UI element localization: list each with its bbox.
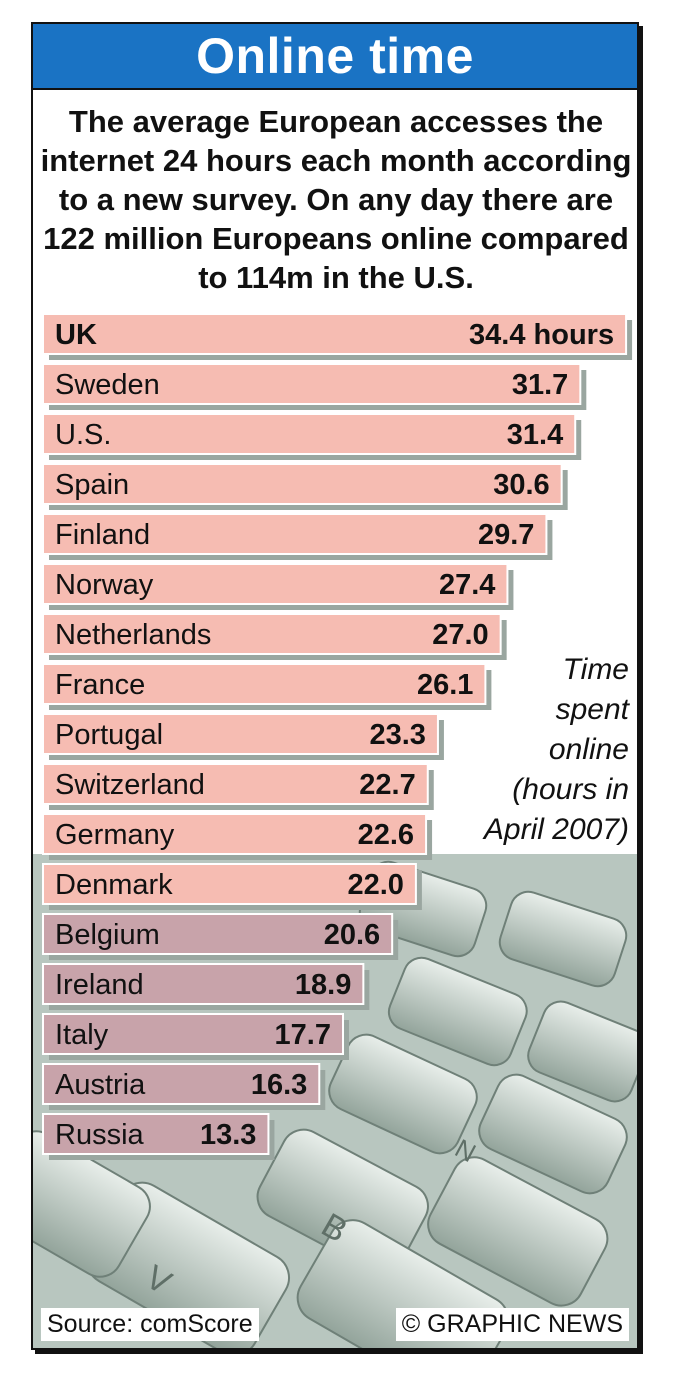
bar — [42, 663, 487, 705]
bar — [42, 313, 628, 355]
bar — [42, 563, 509, 605]
bar-label: Sweden — [55, 369, 160, 401]
bar-chart: UK 34.4 hours Sweden 31.7 U.S. 31.4 Spain 30.6 F… — [42, 313, 633, 1160]
bar-label: Finland — [55, 519, 150, 551]
bar-label: U.S. — [55, 419, 111, 451]
bar-value-label: 23.3 — [369, 719, 425, 751]
bar-label: France — [55, 669, 145, 701]
bar-label: Russia — [55, 1119, 145, 1151]
source-credit: Source: comScore — [41, 1308, 259, 1341]
bar-value-label: 13.3 — [200, 1119, 256, 1151]
bar-value-label: 31.7 — [512, 369, 568, 401]
chart-subtitle-line: spent — [555, 693, 629, 726]
bar-value-label: 18.9 — [295, 969, 351, 1001]
bar-value-label: 22.6 — [358, 819, 414, 851]
bar-value-label: 29.7 — [478, 519, 534, 551]
chart-subtitle-line: Time — [562, 653, 629, 686]
bar-label: Germany — [55, 819, 175, 851]
bar-label: Spain — [55, 469, 129, 501]
bar-label: Netherlands — [55, 619, 211, 651]
bar — [42, 1013, 345, 1055]
chart-subtitle: Time spent online (hours in April 2007) — [429, 650, 629, 850]
page-title: Online time — [33, 24, 637, 90]
bar — [42, 413, 577, 455]
bar — [42, 813, 428, 855]
bar-value-label: 26.1 — [417, 669, 473, 701]
bar-label: Portugal — [55, 719, 163, 751]
bar — [42, 713, 439, 755]
bar — [42, 763, 429, 805]
bar-value-label: 20.6 — [324, 919, 380, 951]
bar — [42, 913, 394, 955]
bar — [42, 613, 502, 655]
bar-label: Belgium — [55, 919, 160, 951]
bar — [42, 963, 365, 1005]
bar-label: Ireland — [55, 969, 144, 1001]
chart-subtitle-line: online — [548, 733, 629, 766]
bar-value-label: 30.6 — [493, 469, 549, 501]
bar-label: Norway — [55, 569, 154, 601]
bar-value-label: 22.7 — [359, 769, 415, 801]
bar-label: Switzerland — [55, 769, 205, 801]
bar-label: UK — [55, 319, 97, 351]
chart-subtitle-line: (hours in — [512, 773, 629, 806]
infographic-frame: Online time The average European accesse… — [31, 22, 639, 1350]
bar — [42, 863, 417, 905]
bar-value-label: 34.4 hours — [469, 319, 614, 351]
bar — [42, 513, 548, 555]
bar-value-label: 27.4 — [439, 569, 495, 601]
bar — [42, 363, 582, 405]
intro-text: The average European accesses the intern… — [40, 104, 632, 295]
bar-value-label: 22.0 — [347, 869, 403, 901]
bar-value-label: 27.0 — [432, 619, 488, 651]
publisher-credit: © GRAPHIC NEWS — [395, 1308, 629, 1341]
bar — [42, 463, 563, 505]
bar — [42, 1113, 270, 1155]
bar-value-label: 31.4 — [507, 419, 563, 451]
bar — [42, 1063, 321, 1105]
bar-label: Denmark — [55, 869, 173, 901]
bar-value-label: 16.3 — [251, 1069, 307, 1101]
bar-value-label: 17.7 — [275, 1019, 331, 1051]
bar-label: Italy — [55, 1019, 109, 1051]
bar-label: Austria — [55, 1069, 146, 1101]
chart-subtitle-line: April 2007) — [483, 813, 629, 846]
